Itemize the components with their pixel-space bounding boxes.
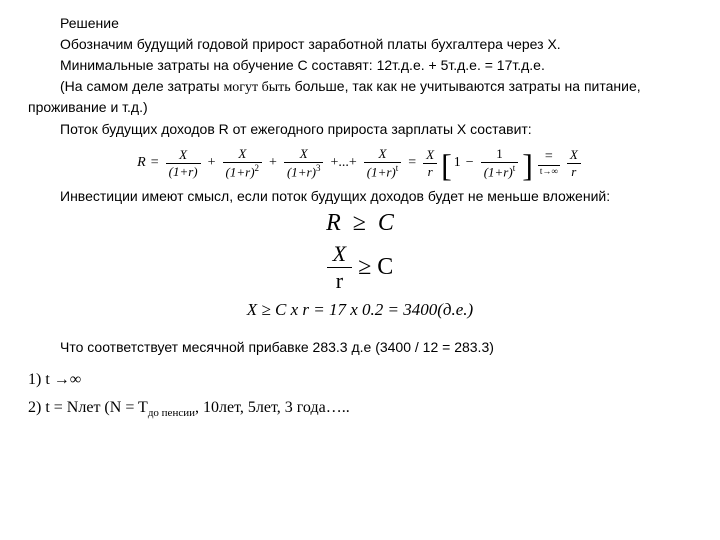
formula-r-series: R = X (1+r) + X (1+r)2 + X (1+r)3 +...+ … — [28, 147, 692, 179]
frac-den: r — [425, 165, 436, 179]
note-part-a: (На самом деле затраты — [60, 78, 223, 94]
case-2: 2) t = Nлет (N = Tдо пенсии, 10лет, 5лет… — [28, 399, 692, 419]
note-part-b: могут быть — [223, 80, 290, 95]
frac-den: (1+r) — [166, 165, 201, 179]
sym-C: C — [378, 210, 394, 236]
frac-den: r — [568, 165, 579, 179]
formula-text: X ≥ C x r = 17 x 0.2 = 3400(д.е.) — [247, 300, 473, 319]
para-define-x: Обозначим будущий годовой прирост зарабо… — [28, 35, 692, 54]
frac-num: X — [567, 148, 581, 162]
sym-R: R — [137, 155, 146, 171]
para-income-flow: Поток будущих доходов R от ежегодного пр… — [28, 120, 692, 139]
case2-b: , 10лет, 5лет, 3 года….. — [195, 399, 350, 416]
frac-den: (1+r) — [287, 164, 316, 179]
frac-den: r — [330, 270, 349, 292]
para-costs: Минимальные затраты на обучение С состав… — [28, 56, 692, 75]
frac-num: X — [297, 147, 311, 161]
limit-note: = t→∞ — [538, 150, 560, 176]
one: 1 — [454, 155, 461, 171]
case2-sub: до пенсии — [148, 407, 195, 419]
exp-t: t — [513, 163, 516, 173]
frac-num: X — [235, 147, 249, 161]
frac-den: (1+r) — [367, 164, 396, 179]
formula-r-ge-c: R ≥ C — [28, 210, 692, 237]
sym-C: C — [377, 254, 393, 281]
dots: +...+ — [330, 155, 356, 171]
exp-t: t — [396, 163, 399, 173]
frac-num: 1 — [493, 147, 506, 161]
para-monthly: Что соответствует месячной прибавке 283.… — [28, 338, 692, 357]
para-condition: Инвестиции имеют смысл, если поток будущ… — [28, 187, 692, 206]
case-1: 1) t →∞ — [28, 371, 692, 389]
frac-num: X — [376, 147, 390, 161]
formula-final: X ≥ C x r = 17 x 0.2 = 3400(д.е.) — [28, 300, 692, 320]
sym-R: R — [326, 210, 341, 236]
para-note: (На самом деле затраты могут быть больше… — [28, 77, 692, 117]
op-ge: ≥ — [353, 210, 366, 236]
op-ge: ≥ — [358, 254, 371, 281]
heading-solution: Решение — [28, 14, 692, 33]
frac-den: (1+r) — [226, 164, 255, 179]
frac-den: (1+r) — [484, 164, 513, 179]
frac-num: X — [423, 148, 437, 162]
case2-a: 2) t = Nлет (N = T — [28, 399, 148, 416]
frac-num: X — [327, 243, 352, 265]
frac-num: X — [176, 148, 190, 162]
formula-xr-ge-c: X r ≥ C — [28, 243, 692, 292]
